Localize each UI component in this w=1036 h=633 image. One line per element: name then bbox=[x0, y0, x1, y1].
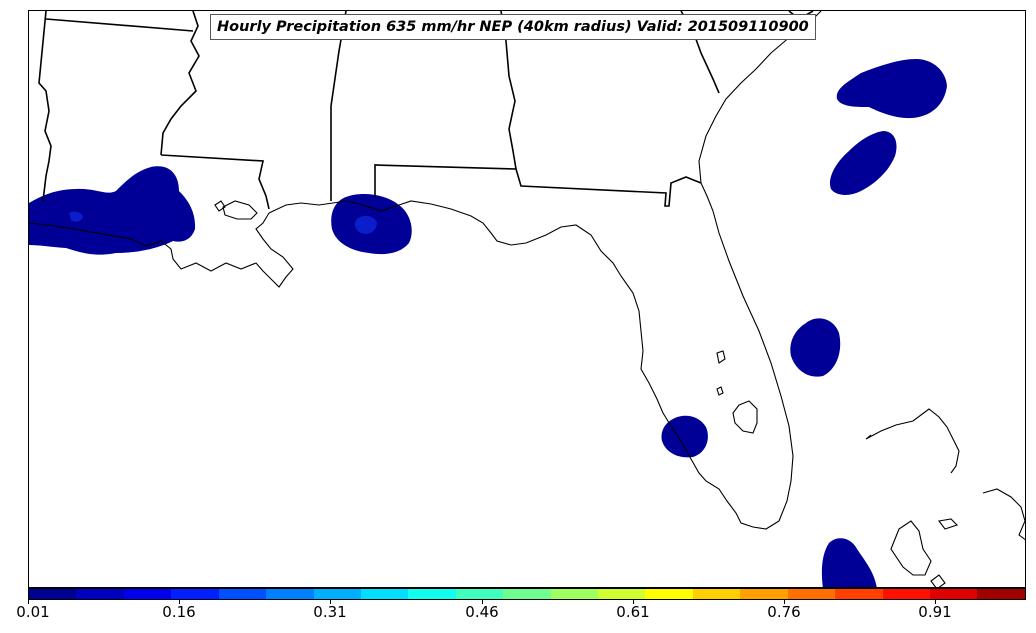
colorbar-tick bbox=[28, 600, 29, 604]
boundary-texas-louisiana bbox=[38, 11, 52, 202]
coastline-bahamas-east bbox=[982, 488, 1025, 541]
coastline-island-1 bbox=[716, 350, 726, 364]
colorbar-segment bbox=[740, 589, 788, 599]
colorbar-segment bbox=[930, 589, 978, 599]
coastline-louisiana bbox=[29, 212, 294, 288]
coastline-lake-pontchartrain bbox=[222, 200, 258, 220]
boundary-alabama-florida bbox=[374, 164, 702, 207]
coastline-lake-okeechobee bbox=[732, 400, 758, 434]
coastline-island-4 bbox=[930, 574, 946, 587]
colorbar-tick bbox=[633, 600, 634, 604]
map-panel bbox=[28, 10, 1026, 588]
colorbar-tick bbox=[482, 600, 483, 604]
coastline-cuba bbox=[865, 408, 960, 474]
colorbar-tick-label: 0.61 bbox=[616, 603, 650, 621]
colorbar-segment bbox=[29, 589, 77, 599]
colorbar-segment bbox=[76, 589, 124, 599]
colorbar-segment bbox=[787, 589, 836, 599]
precip-area-georgia-offshore bbox=[829, 131, 897, 195]
precip-area-bahamas-south bbox=[821, 538, 877, 587]
colorbar-segment bbox=[692, 589, 741, 599]
coastlines bbox=[29, 11, 1025, 587]
precip-area-florida-southwest bbox=[661, 415, 708, 458]
colorbar-segment bbox=[123, 589, 172, 599]
coastline-small-island bbox=[214, 200, 226, 212]
precip-core-mississippi-coast bbox=[354, 215, 377, 234]
colorbar-segment bbox=[882, 589, 931, 599]
colorbar-tick bbox=[179, 600, 180, 604]
precip-areas bbox=[29, 59, 947, 587]
coastline-island-3 bbox=[938, 518, 959, 530]
colorbar-segment bbox=[455, 589, 504, 599]
map-title: Hourly Precipitation 635 mm/hr NEP (40km… bbox=[210, 14, 816, 40]
boundary-louisiana-mississippi bbox=[160, 154, 270, 210]
colorbar bbox=[28, 588, 1026, 600]
colorbar-tick-label: 0.76 bbox=[767, 603, 801, 621]
colorbar-segment bbox=[550, 589, 599, 599]
precip-area-north-atlantic bbox=[836, 59, 947, 119]
colorbar-segment bbox=[218, 589, 267, 599]
colorbar-segment bbox=[360, 589, 409, 599]
boundary-arkansas-louisiana bbox=[45, 18, 194, 32]
boundary-alabama-georgia bbox=[500, 11, 517, 170]
colorbar-tick-label: 0.01 bbox=[16, 603, 50, 621]
colorbar-segment bbox=[408, 589, 456, 599]
colorbar-segment bbox=[503, 589, 551, 599]
colorbar-tick bbox=[935, 600, 936, 604]
colorbar-segment bbox=[835, 589, 883, 599]
colorbar-segment bbox=[171, 589, 219, 599]
colorbar-segment bbox=[977, 589, 1025, 599]
coastline-bahamas-andros bbox=[890, 520, 932, 576]
map-canvas bbox=[29, 11, 1025, 587]
colorbar-tick-label: 0.46 bbox=[465, 603, 499, 621]
boundary-mississippi-river bbox=[160, 11, 200, 156]
precip-area-florida-east-offshore bbox=[790, 318, 841, 377]
colorbar-segment bbox=[266, 589, 314, 599]
precip-core-louisiana-west bbox=[69, 211, 83, 222]
coastline-florida-atlantic bbox=[700, 182, 794, 522]
precip-area-louisiana-west bbox=[29, 166, 196, 255]
colorbar-segment bbox=[313, 589, 361, 599]
colorbar-segment bbox=[645, 589, 693, 599]
colorbar-tick-label: 0.91 bbox=[918, 603, 952, 621]
coastline-gulf-north bbox=[268, 200, 780, 530]
colorbar-segment bbox=[598, 589, 646, 599]
colorbar-tick bbox=[330, 600, 331, 604]
colorbar-tick-label: 0.31 bbox=[313, 603, 347, 621]
colorbar-tick-label: 0.16 bbox=[162, 603, 196, 621]
colorbar-tick bbox=[784, 600, 785, 604]
coastline-island-2 bbox=[716, 386, 724, 396]
